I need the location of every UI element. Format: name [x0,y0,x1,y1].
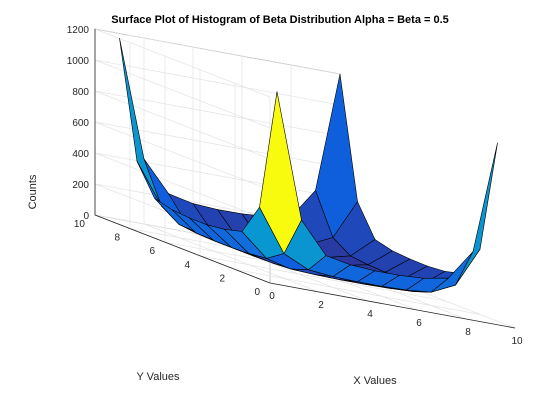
y-axis-line [94,214,271,284]
y-tick-label: 6 [149,246,155,257]
grid-line [143,223,320,293]
x-tick-label: 10 [511,336,523,347]
z-axis-label: Counts [27,174,39,209]
x-axis-label: X Values [353,375,397,387]
x-axis-line [269,282,516,329]
grid-line [234,269,481,315]
y-tick-label: 8 [114,233,120,244]
grid-line [199,255,446,302]
x-tick-label: 6 [416,318,422,329]
z-tick-label: 200 [72,180,89,191]
z-tick-label: 1000 [67,56,90,67]
x-tick-label: 8 [465,327,471,338]
z-tick-label: 1200 [67,25,90,36]
z-tick-label: 400 [72,149,89,160]
grid-line [192,232,369,302]
x-tick-label: 4 [367,309,373,320]
y-tick-label: 2 [219,273,225,284]
x-tick-label: 2 [318,300,324,311]
y-tick-label: 4 [184,260,190,271]
surface [119,37,498,293]
y-tick-label: 10 [74,219,86,230]
x-tick-label: 0 [269,291,275,302]
z-tick-label: 600 [72,118,89,129]
surface-patch [455,142,498,286]
z-tick-label: 0 [83,211,89,222]
y-axis-label: Y Values [136,371,180,383]
z-tick-label: 800 [72,87,89,98]
y-tick-label: 0 [254,287,260,298]
chart-title: Surface Plot of Histogram of Beta Distri… [111,14,449,26]
